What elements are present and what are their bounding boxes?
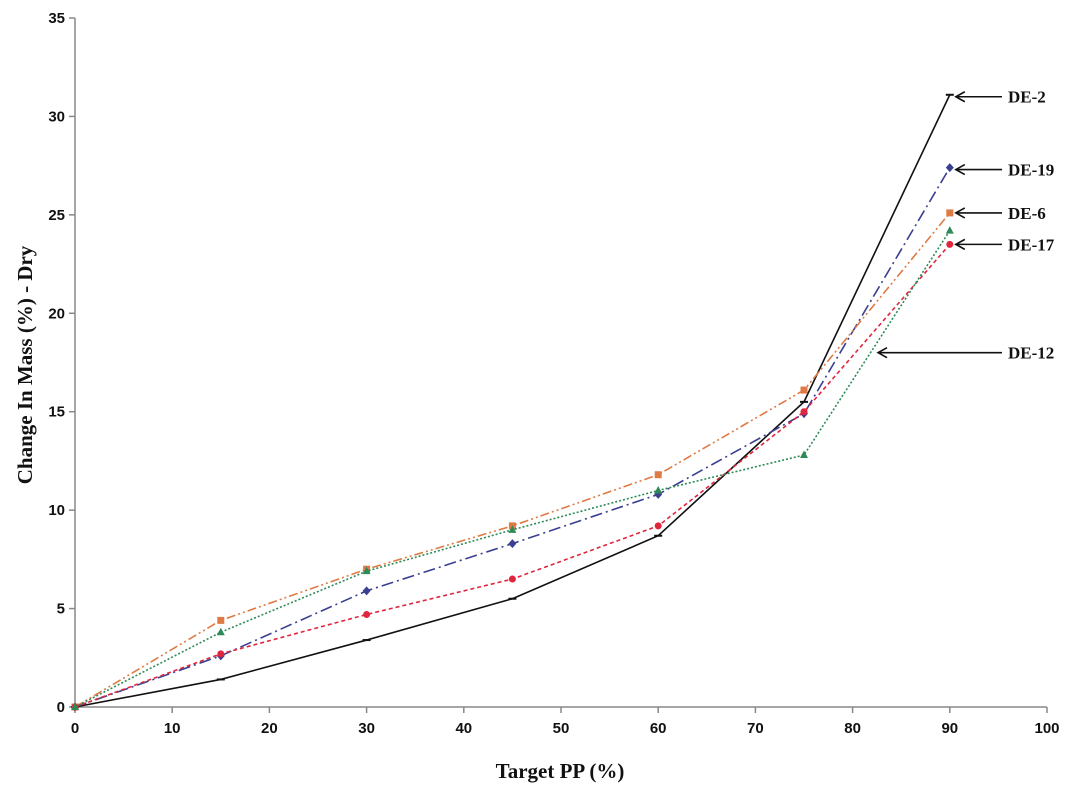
data-point-de-6	[217, 616, 225, 624]
x-tick-label: 40	[455, 720, 472, 737]
y-tick-label: 5	[57, 601, 65, 618]
y-axis-title: Change In Mass (%) - Dry	[13, 245, 37, 484]
x-tick-label: 90	[941, 720, 958, 737]
data-point-de-17	[946, 240, 954, 248]
x-tick-label: 20	[261, 720, 278, 737]
series-line-de-2	[74, 94, 951, 708]
series-layer	[71, 93, 954, 712]
series-de-2	[71, 93, 954, 708]
x-tick-label: 100	[1034, 720, 1059, 737]
annotation-label-de-2: DE-2	[1008, 88, 1046, 107]
y-tick-label: 0	[57, 699, 65, 716]
data-point-de-12	[800, 450, 808, 459]
data-point-de-17	[654, 522, 662, 530]
data-point-de-19	[945, 163, 954, 173]
annotation-label-de-19: DE-19	[1008, 161, 1054, 180]
data-point-de-12	[216, 627, 225, 636]
data-point-de-19	[508, 539, 517, 549]
annotation-de-17: DE-17	[954, 235, 1055, 254]
y-tick-label: 25	[48, 207, 65, 224]
data-point-de-17	[800, 408, 808, 416]
data-point-de-12	[654, 485, 663, 494]
series-de-19	[71, 163, 954, 712]
data-point-de-17	[363, 610, 371, 618]
axes: 0 5 10 15 20 25 30 35 0 10 20 30 40 50 60 70 80 90 100	[48, 10, 1059, 737]
data-point-de-6	[800, 386, 808, 394]
y-tick-label: 15	[48, 404, 65, 421]
x-tick-label: 30	[358, 720, 375, 737]
data-point-de-12	[508, 525, 517, 533]
annotation-arrowhead-de-17	[954, 238, 966, 251]
x-tick-label: 60	[650, 720, 667, 737]
series-line-de-19	[74, 167, 951, 708]
series-de-12	[71, 226, 954, 710]
data-point-de-17	[217, 650, 225, 658]
data-point-de-12	[945, 226, 954, 234]
data-point-de-6	[946, 209, 954, 217]
annotation-label-de-6: DE-6	[1008, 204, 1046, 223]
y-tick-label: 20	[48, 305, 65, 322]
data-point-de-12	[71, 702, 79, 710]
annotation-de-6: DE-6	[954, 204, 1046, 223]
series-line-de-12	[74, 230, 951, 708]
y-tick-label: 10	[48, 502, 65, 519]
series-line-de-6	[74, 212, 951, 708]
data-point-de-12	[362, 566, 371, 575]
x-tick-label: 0	[71, 720, 79, 737]
annotation-label-de-12: DE-12	[1008, 344, 1054, 363]
annotation-de-2: DE-2	[954, 88, 1046, 107]
data-point-de-19	[362, 586, 371, 596]
annotation-arrowhead-de-2	[954, 91, 966, 103]
series-line-de-17	[74, 243, 951, 708]
x-tick-label: 80	[844, 720, 861, 737]
x-axis-title: Target PP (%)	[496, 759, 625, 783]
annotation-arrowhead-de-6	[954, 207, 966, 219]
annotation-de-12: DE-12	[876, 344, 1054, 363]
annotation-label-de-17: DE-17	[1008, 235, 1055, 254]
series-de-6	[71, 209, 954, 711]
x-tick-label: 70	[747, 720, 764, 737]
data-point-de-17	[508, 575, 516, 583]
annotation-layer: DE-2 DE-19 DE-6 DE-17 DE-12	[876, 88, 1055, 363]
x-tick-label: 10	[164, 720, 181, 737]
annotation-arrowhead-de-19	[954, 163, 966, 176]
y-tick-label: 30	[48, 108, 65, 125]
x-tick-label: 50	[553, 720, 570, 737]
annotation-arrowhead-de-12	[876, 346, 888, 359]
y-tick-label: 35	[48, 10, 65, 27]
data-point-de-6	[654, 471, 662, 479]
annotation-de-19: DE-19	[954, 161, 1054, 180]
